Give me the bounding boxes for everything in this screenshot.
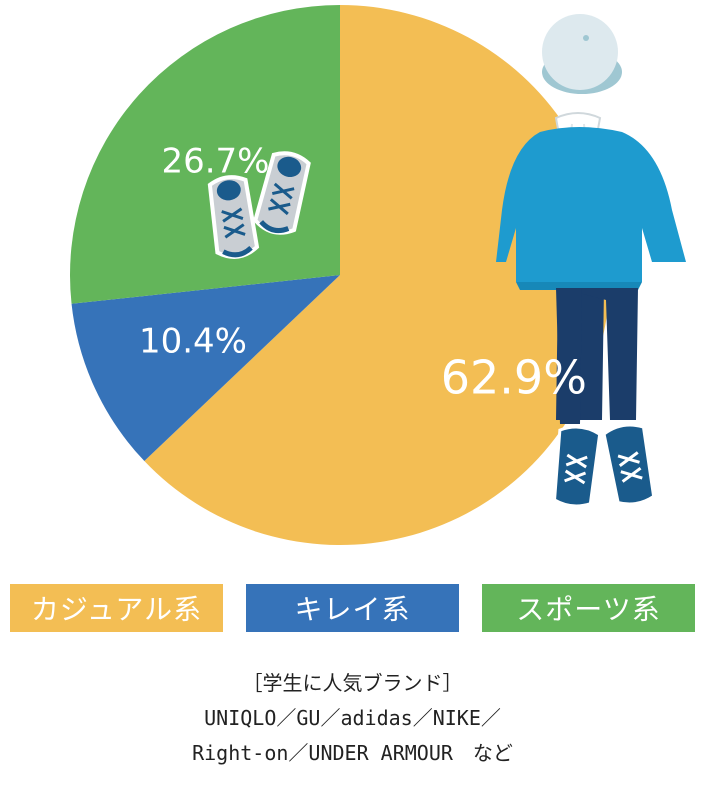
brand-list: ［学生に人気ブランド］ UNIQLO／GU／adidas／NIKE／ Right… (0, 666, 705, 771)
legend-kirei: キレイ系 (246, 584, 459, 632)
brand-line-1: UNIQLO／GU／adidas／NIKE／ (204, 706, 501, 730)
slice-labels: 62.9% 10.4% 26.7% (139, 142, 587, 405)
legend-casual: カジュアル系 (10, 584, 223, 632)
pie-slice-casual (144, 5, 611, 545)
pie-slice-kirei (71, 275, 340, 462)
brand-heading: ［学生に人気ブランド］ (242, 671, 463, 695)
brand-line-2: Right-on／UNDER ARMOUR など (192, 741, 513, 765)
casual-outfit-illustration (496, 14, 686, 508)
sneakers-illustration (207, 151, 311, 259)
slice-label-sports: 26.7% (161, 142, 269, 182)
pie-chart: 62.9% 10.4% 26.7% (70, 5, 686, 545)
legend-sports: スポーツ系 (482, 584, 695, 632)
slice-label-casual: 62.9% (441, 350, 587, 404)
slice-label-kirei: 10.4% (139, 322, 247, 362)
